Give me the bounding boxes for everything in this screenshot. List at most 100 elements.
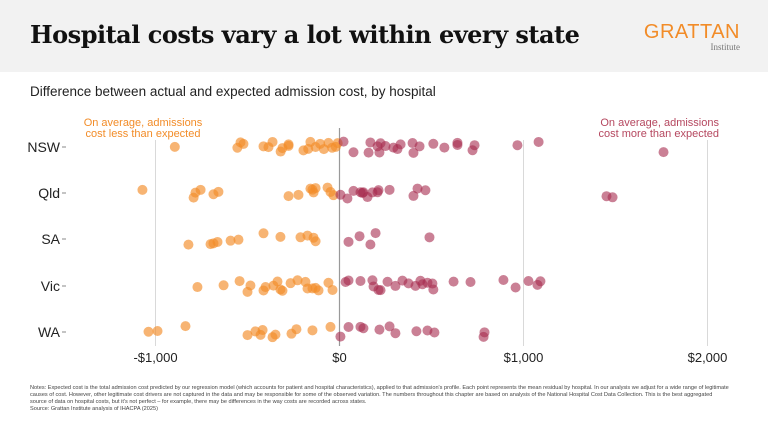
data-point-qld bbox=[373, 185, 384, 196]
data-point-nsw bbox=[380, 141, 391, 152]
data-point-sa bbox=[343, 236, 354, 247]
data-point-nsw bbox=[395, 139, 406, 150]
data-point-vic bbox=[245, 280, 256, 291]
data-point-vic bbox=[260, 282, 271, 293]
data-point-qld bbox=[195, 184, 206, 195]
data-point-qld bbox=[293, 189, 304, 200]
data-point-qld bbox=[342, 193, 353, 204]
data-point-wa bbox=[390, 328, 401, 339]
data-point-sa bbox=[370, 228, 381, 239]
data-point-vic bbox=[390, 280, 401, 291]
data-point-sa bbox=[212, 236, 223, 247]
data-point-vic bbox=[234, 276, 245, 287]
data-point-wa bbox=[384, 321, 395, 332]
state-label: NSW bbox=[27, 139, 60, 155]
state-label: WA bbox=[38, 324, 61, 340]
data-point-sa bbox=[258, 228, 269, 239]
data-point-nsw bbox=[414, 141, 425, 152]
data-point-wa bbox=[270, 329, 281, 340]
state-labels: NSW Qld SA Vic WA bbox=[27, 139, 66, 340]
data-point-qld bbox=[607, 192, 618, 203]
header-band: Hospital costs vary a lot within every s… bbox=[0, 0, 768, 72]
logo-wordmark: GRATTAN bbox=[643, 21, 740, 43]
data-point-wa bbox=[335, 331, 346, 342]
data-point-nsw bbox=[452, 137, 463, 148]
data-point-vic bbox=[355, 275, 366, 286]
data-point-qld bbox=[283, 191, 294, 202]
data-point-wa bbox=[358, 323, 369, 334]
data-point-wa bbox=[479, 327, 490, 338]
data-point-wa bbox=[374, 324, 385, 335]
data-point-nsw bbox=[374, 147, 385, 158]
data-point-wa bbox=[242, 330, 253, 341]
data-point-nsw bbox=[658, 147, 669, 158]
data-point-wa bbox=[180, 321, 191, 332]
annotation-below-line2: cost less than expected bbox=[86, 128, 201, 140]
annotation-above-line2: cost more than expected bbox=[599, 128, 719, 140]
data-point-vic bbox=[382, 276, 393, 287]
chart-subtitle: Difference between actual and expected a… bbox=[30, 84, 436, 99]
data-point-nsw bbox=[338, 136, 349, 147]
data-point-sa bbox=[424, 232, 435, 243]
notes-text: Notes: Expected cost is the total admiss… bbox=[30, 385, 729, 405]
data-point-vic bbox=[313, 285, 324, 296]
data-point-vic bbox=[535, 276, 546, 287]
data-point-sa bbox=[225, 235, 236, 246]
data-point-wa bbox=[429, 327, 440, 338]
data-point-vic bbox=[218, 280, 229, 291]
data-point-vic bbox=[272, 276, 283, 287]
data-point-vic bbox=[448, 276, 459, 287]
data-point-wa bbox=[143, 326, 154, 337]
data-point-qld bbox=[412, 183, 423, 194]
data-point-qld bbox=[420, 185, 431, 196]
data-point-vic bbox=[343, 275, 354, 286]
data-point-sa bbox=[275, 231, 286, 242]
source-text: Source: Grattan Institute analysis of IH… bbox=[30, 406, 158, 412]
data-point-nsw bbox=[283, 139, 294, 150]
data-point-wa bbox=[291, 324, 302, 335]
gridlines bbox=[155, 128, 708, 346]
data-point-vic bbox=[428, 284, 439, 295]
x-axis-ticks: -$1,000 $0 $1,000 $2,000 bbox=[133, 350, 727, 365]
data-point-qld bbox=[213, 186, 224, 197]
data-point-wa bbox=[343, 321, 354, 332]
x-tick-label: -$1,000 bbox=[133, 350, 177, 365]
data-point-vic bbox=[192, 282, 203, 293]
data-point-qld bbox=[384, 184, 395, 195]
data-point-sa bbox=[183, 239, 194, 250]
data-point-qld bbox=[137, 184, 148, 195]
data-point-vic bbox=[277, 285, 288, 296]
data-point-sa bbox=[354, 231, 365, 242]
data-point-nsw bbox=[428, 138, 439, 149]
data-point-vic bbox=[498, 275, 509, 286]
grattan-logo: GRATTAN Institute bbox=[644, 22, 740, 52]
data-point-vic bbox=[523, 276, 534, 287]
data-point-sa bbox=[310, 236, 321, 247]
data-point-wa bbox=[307, 325, 318, 336]
data-point-qld bbox=[310, 183, 321, 194]
state-label: Vic bbox=[41, 278, 60, 294]
data-point-vic bbox=[465, 276, 476, 287]
data-point-nsw bbox=[512, 140, 523, 151]
data-point-nsw bbox=[238, 138, 249, 149]
annotation-above-line1: On average, admissions bbox=[600, 117, 719, 129]
data-point-nsw bbox=[408, 147, 419, 158]
chart-notes: Notes: Expected cost is the total admiss… bbox=[30, 385, 730, 413]
data-point-nsw bbox=[533, 136, 544, 147]
state-label: Qld bbox=[38, 185, 60, 201]
data-point-wa bbox=[152, 325, 163, 336]
x-tick-label: $0 bbox=[332, 350, 346, 365]
state-label: SA bbox=[41, 231, 60, 247]
data-points bbox=[137, 136, 669, 343]
data-point-vic bbox=[292, 275, 303, 286]
x-tick-label: $2,000 bbox=[688, 350, 728, 365]
data-point-nsw bbox=[363, 147, 374, 158]
data-point-qld bbox=[408, 190, 419, 201]
data-point-vic bbox=[375, 285, 386, 296]
data-point-nsw bbox=[267, 136, 278, 147]
x-tick-label: $1,000 bbox=[504, 350, 544, 365]
logo-subtitle: Institute bbox=[710, 42, 741, 52]
data-point-nsw bbox=[348, 147, 359, 158]
data-point-wa bbox=[325, 321, 336, 332]
